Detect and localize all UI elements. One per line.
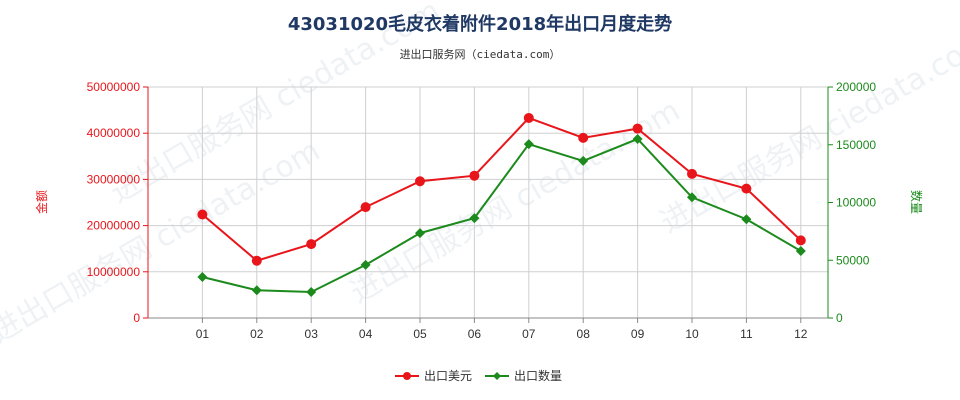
right-axis-tick-label: 0 xyxy=(836,311,843,325)
data-point[interactable] xyxy=(578,132,589,143)
data-point[interactable] xyxy=(306,239,317,250)
data-point[interactable] xyxy=(523,112,534,123)
data-point[interactable] xyxy=(795,246,806,257)
chart-title: 43031020毛皮衣着附件2018年出口月度走势 xyxy=(288,13,672,35)
data-point[interactable] xyxy=(632,123,643,134)
right-axis-tick-label: 150000 xyxy=(836,138,876,152)
legend-item[interactable]: 出口美元 xyxy=(395,369,472,383)
x-axis-tick-label: 06 xyxy=(468,327,482,341)
x-axis-tick-label: 10 xyxy=(685,327,699,341)
data-point[interactable] xyxy=(360,259,371,270)
data-point[interactable] xyxy=(251,255,262,266)
legend-marker xyxy=(403,372,411,380)
left-axis-tick-label: 30000000 xyxy=(87,172,141,186)
right-axis-title: 数量 xyxy=(909,190,924,214)
data-point[interactable] xyxy=(415,228,425,239)
left-axis-tick-label: 50000000 xyxy=(87,80,141,94)
data-point[interactable] xyxy=(469,170,480,181)
data-point[interactable] xyxy=(687,168,697,179)
x-axis-tick-label: 05 xyxy=(413,327,427,341)
data-point[interactable] xyxy=(632,133,643,144)
x-axis-tick-label: 11 xyxy=(740,327,753,341)
legend-label: 出口数量 xyxy=(514,368,562,383)
data-point[interactable] xyxy=(197,271,208,282)
x-axis-tick-label: 01 xyxy=(196,327,210,341)
series-1 xyxy=(197,112,806,266)
data-point[interactable] xyxy=(687,192,697,203)
series-line xyxy=(201,116,802,262)
legend-marker xyxy=(493,372,501,380)
series-line xyxy=(202,137,802,294)
data-point[interactable] xyxy=(197,209,208,220)
x-axis-tick-label: 09 xyxy=(631,327,645,341)
data-point[interactable] xyxy=(360,202,371,213)
left-axis-tick-label: 40000000 xyxy=(87,126,141,140)
right-axis-tick-label: 100000 xyxy=(836,196,876,210)
left-axis-tick-label: 10000000 xyxy=(87,265,141,279)
x-axis-tick-label: 04 xyxy=(359,327,373,341)
x-axis-tick-label: 07 xyxy=(522,327,536,341)
right-axis-tick-label: 50000 xyxy=(836,253,870,267)
x-axis-tick-label: 08 xyxy=(577,327,591,341)
data-point[interactable] xyxy=(741,214,752,225)
legend-item[interactable]: 出口数量 xyxy=(485,368,562,383)
data-point[interactable] xyxy=(415,176,425,187)
right-axis-tick-label: 200000 xyxy=(836,80,876,94)
data-point[interactable] xyxy=(523,139,534,150)
series-2 xyxy=(197,133,806,298)
chart-subtitle: 进出口服务网（ciedata.com） xyxy=(400,47,561,61)
axes: 0100000002000000030000000400000005000000… xyxy=(87,80,877,341)
data-point[interactable] xyxy=(469,213,480,224)
data-point[interactable] xyxy=(795,235,806,246)
x-axis-tick-label: 03 xyxy=(305,327,319,341)
data-point[interactable] xyxy=(306,287,317,298)
series-layer xyxy=(197,112,806,298)
left-axis-tick-label: 0 xyxy=(133,311,140,325)
data-point[interactable] xyxy=(578,155,589,166)
data-point[interactable] xyxy=(741,183,752,194)
left-axis-title: 金额 xyxy=(34,190,49,214)
data-point[interactable] xyxy=(251,285,262,296)
left-axis-tick-label: 20000000 xyxy=(87,219,141,233)
x-axis-tick-label: 12 xyxy=(794,327,808,341)
legend-label: 出口美元 xyxy=(424,369,472,383)
legend[interactable]: 出口美元 出口数量 xyxy=(395,368,562,383)
x-axis-tick-label: 02 xyxy=(250,327,264,341)
